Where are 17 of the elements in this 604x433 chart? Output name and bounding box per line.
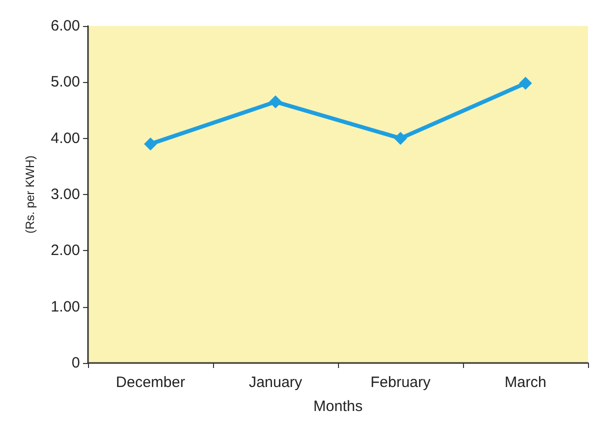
point — [269, 95, 282, 108]
y-tick-label: 0 — [72, 354, 80, 372]
y-tick-label: 2.00 — [50, 242, 80, 260]
point — [144, 137, 157, 150]
x-tick-label: February — [370, 374, 432, 391]
point — [519, 76, 532, 90]
y-tick-label: 4.00 — [50, 130, 80, 147]
y-tick-label: 1.00 — [50, 298, 80, 316]
y-tick-label: 6.00 — [50, 18, 80, 34]
y-tick-label: 3.00 — [50, 186, 80, 203]
x-axis-title: Months — [313, 398, 363, 415]
x-tick-label: January — [248, 374, 303, 391]
x-tick-label: December — [116, 374, 186, 391]
y-axis-title: (Rs. per KWH) — [23, 155, 37, 234]
y-tick-label: 5.00 — [50, 74, 80, 91]
point — [394, 132, 407, 145]
x-tick-label: March — [504, 374, 546, 391]
